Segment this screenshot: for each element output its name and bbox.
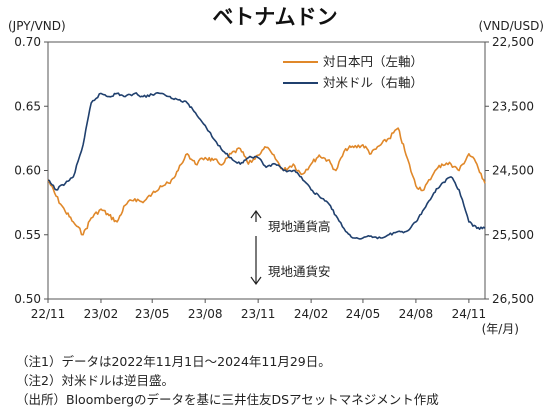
left-tick-label: 0.70 [14,35,41,49]
x-tick-label: 24/08 [399,307,434,321]
x-tick-label: 23/02 [84,307,119,321]
note-2: （注2）対米ドルは逆目盛。 [16,373,174,388]
left-tick-label: 0.65 [14,99,41,113]
right-tick-label: 23,500 [492,99,534,113]
series-layer [47,92,486,240]
chart-title: ベトナムドン [212,5,337,29]
series-line-usd [47,92,486,240]
legend: 対日本円（左軸） 対米ドル（右軸） [283,54,423,90]
note-1: （注1）データは2022年11月1日～2024年11月29日。 [16,354,331,369]
series-line-jpy [47,127,486,236]
right-tick-label: 25,500 [492,228,534,242]
x-axis-unit: (年/月) [482,322,519,336]
plot-area [47,41,486,300]
axis-ticks: 0.70 0.65 0.60 0.55 0.50 22,500 23,500 24,500 25… [14,35,534,321]
left-tick-label: 0.60 [14,164,41,178]
right-axis-unit: (VND/USD) [479,19,544,33]
notes: （注1）データは2022年11月1日～2024年11月29日。 （注2）対米ドル… [16,352,546,409]
up-arrow-head [250,209,262,219]
x-tick-label: 22/11 [31,307,66,321]
chart: ベトナムドン (JPY/VND) (VND/USD) 0.700.650.600… [8,5,544,336]
left-axis-unit: (JPY/VND) [8,19,66,33]
x-tick-label: 23/08 [188,307,223,321]
x-tick-label: 24/02 [294,307,329,321]
x-tick-label: 23/05 [135,307,170,321]
x-tick-label: 24/11 [452,307,487,321]
right-tick-label: 24,500 [492,164,534,178]
annotation-down: 現地通貨安 [268,264,331,279]
down-arrow-head [250,276,262,286]
right-tick-label: 22,500 [492,35,534,49]
legend-label: 対米ドル（右軸） [323,75,423,90]
legend-label: 対日本円（左軸） [323,54,423,69]
right-tick-label: 26,500 [492,292,534,306]
left-tick-label: 0.50 [14,292,41,306]
x-tick-label: 23/11 [241,307,276,321]
annotation-up: 現地通貨高 [268,219,331,234]
x-tick-label: 24/05 [346,307,381,321]
note-source: （出所）Bloombergのデータを基に三井住友DSアセットマネジメント作成 [16,392,439,407]
annotations: 現地通貨高 現地通貨安 [250,209,331,286]
left-tick-label: 0.55 [14,228,41,242]
